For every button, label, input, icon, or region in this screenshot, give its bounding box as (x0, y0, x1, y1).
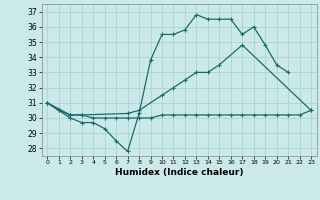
X-axis label: Humidex (Indice chaleur): Humidex (Indice chaleur) (115, 168, 244, 177)
